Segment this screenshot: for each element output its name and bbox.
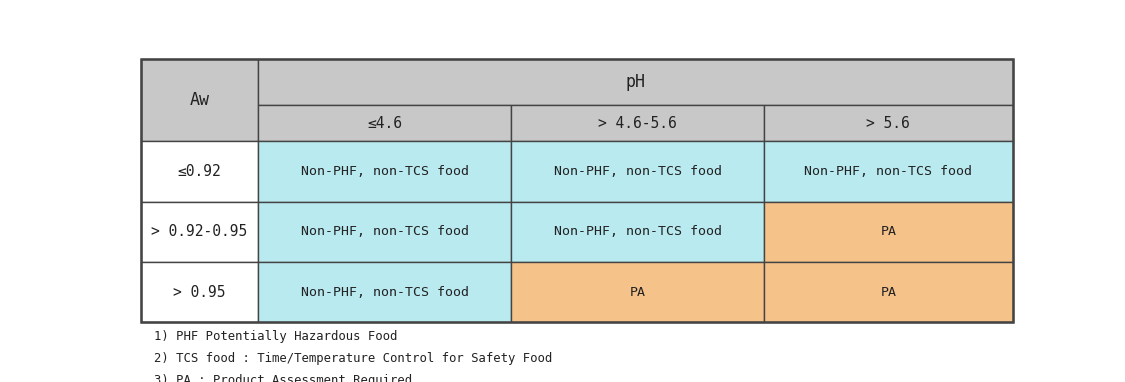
Text: Aw: Aw (189, 91, 209, 109)
Text: pH: pH (626, 73, 646, 91)
Bar (259, 202, 511, 262)
Text: ≤0.92: ≤0.92 (178, 164, 222, 179)
Text: Non-PHF, non-TCS food: Non-PHF, non-TCS food (804, 165, 972, 178)
Text: PA: PA (880, 225, 897, 238)
Bar (259, 262, 511, 322)
Bar (511, 105, 764, 141)
Text: 2) TCS food : Time/Temperature Control for Safety Food: 2) TCS food : Time/Temperature Control f… (154, 352, 552, 365)
Text: 1) PHF Potentially Hazardous Food: 1) PHF Potentially Hazardous Food (154, 330, 397, 343)
Text: > 0.95: > 0.95 (173, 285, 226, 300)
Bar (141, 202, 259, 262)
Text: Non-PHF, non-TCS food: Non-PHF, non-TCS food (554, 165, 721, 178)
Bar (259, 141, 511, 202)
Bar (141, 262, 259, 322)
Bar (764, 202, 1012, 262)
Text: > 0.92-0.95: > 0.92-0.95 (152, 224, 248, 240)
Bar (141, 141, 259, 202)
Text: Non-PHF, non-TCS food: Non-PHF, non-TCS food (300, 165, 469, 178)
Bar (141, 59, 1012, 322)
Text: PA: PA (630, 286, 646, 299)
Bar (259, 105, 511, 141)
Text: ≤4.6: ≤4.6 (367, 115, 403, 131)
Text: > 5.6: > 5.6 (866, 115, 910, 131)
Text: Non-PHF, non-TCS food: Non-PHF, non-TCS food (300, 286, 469, 299)
Text: > 4.6-5.6: > 4.6-5.6 (598, 115, 677, 131)
Bar (511, 202, 764, 262)
Bar (141, 59, 259, 141)
Bar (259, 59, 1012, 105)
Text: Non-PHF, non-TCS food: Non-PHF, non-TCS food (300, 225, 469, 238)
Text: PA: PA (880, 286, 897, 299)
Bar (764, 262, 1012, 322)
Text: 3) PA : Product Assessment Required: 3) PA : Product Assessment Required (154, 374, 412, 382)
Bar (511, 141, 764, 202)
Bar (764, 141, 1012, 202)
Bar (764, 105, 1012, 141)
Bar (511, 262, 764, 322)
Text: Non-PHF, non-TCS food: Non-PHF, non-TCS food (554, 225, 721, 238)
